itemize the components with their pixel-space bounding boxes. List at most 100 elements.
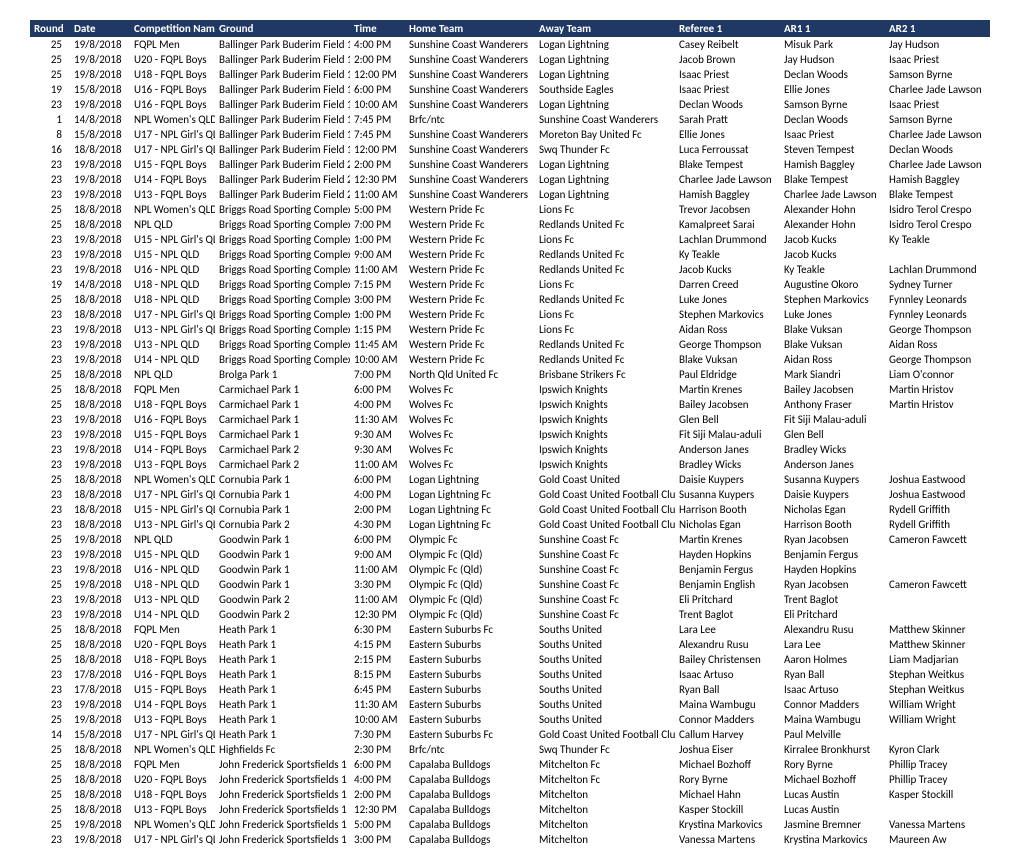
table-cell: Hamish Baggley — [885, 172, 990, 187]
table-cell: Michael Bozhoff — [780, 772, 885, 787]
table-cell: Connor Madders — [675, 712, 780, 727]
table-row: 2518/8/2018U18 - FQPL BoysCarmichael Par… — [30, 397, 990, 412]
table-cell: Krystina Markovics — [780, 832, 885, 847]
table-cell: 4:00 PM — [350, 37, 405, 52]
table-cell: Kasper Stockill — [675, 802, 780, 817]
table-cell: 15/8/2018 — [70, 82, 130, 97]
table-cell: 18/8/2018 — [70, 292, 130, 307]
table-row: 2319/8/2018U15 - FQPL BoysCarmichael Par… — [30, 427, 990, 442]
table-cell: Kasper Stockill — [885, 787, 990, 802]
table-cell: Harrison Booth — [675, 502, 780, 517]
table-cell: 11:00 AM — [350, 592, 405, 607]
table-cell: 25 — [30, 52, 70, 67]
table-cell: Eastern Suburbs — [405, 682, 535, 697]
table-cell: 11:00 AM — [350, 262, 405, 277]
table-cell: FQPL Men — [130, 757, 215, 772]
table-cell: 18/8/2018 — [70, 142, 130, 157]
table-cell: Redlands United Fc — [535, 352, 675, 367]
table-cell: 23 — [30, 412, 70, 427]
table-cell: Aidan Ross — [675, 322, 780, 337]
fixtures-table: Round Date Competition Name Ground Time … — [30, 20, 990, 847]
table-cell: Isaac Artuso — [675, 667, 780, 682]
table-cell: 23 — [30, 352, 70, 367]
table-cell: 19/8/2018 — [70, 322, 130, 337]
table-row: 2518/8/2018U18 - FQPL BoysHeath Park 12:… — [30, 652, 990, 667]
table-cell: 17/8/2018 — [70, 667, 130, 682]
table-cell: Blake Vuksan — [780, 337, 885, 352]
table-cell: Goodwin Park 2 — [215, 607, 350, 622]
table-cell: Ballinger Park Buderim Field 2 — [215, 172, 350, 187]
table-cell: Brisbane Strikers Fc — [535, 367, 675, 382]
table-cell: Casey Reibelt — [675, 37, 780, 52]
table-cell: Charlee Jade Lawson — [885, 82, 990, 97]
table-cell: 19/8/2018 — [70, 412, 130, 427]
table-cell: 16 — [30, 142, 70, 157]
table-cell: Mitchelton — [535, 832, 675, 847]
table-cell: Goodwin Park 1 — [215, 562, 350, 577]
table-cell: Logan Lightning Fc — [405, 502, 535, 517]
table-cell: Cornubia Park 1 — [215, 472, 350, 487]
table-row: 2519/8/2018NPL QLDGoodwin Park 16:00 PMO… — [30, 532, 990, 547]
table-cell: Anderson Janes — [780, 457, 885, 472]
table-cell: 4:00 PM — [350, 487, 405, 502]
table-cell: U17 - NPL Girl's QLD — [130, 127, 215, 142]
table-cell: Briggs Road Sporting Complex 1 — [215, 232, 350, 247]
table-cell: 23 — [30, 502, 70, 517]
table-cell: 19/8/2018 — [70, 97, 130, 112]
table-cell: Sunshine Coast Wanderers — [405, 172, 535, 187]
table-cell: Lucas Austin — [780, 787, 885, 802]
table-cell: U20 - FQPL Boys — [130, 52, 215, 67]
table-row: 2319/8/2018U14 - NPL QLDBriggs Road Spor… — [30, 352, 990, 367]
table-cell: 19/8/2018 — [70, 52, 130, 67]
table-cell: Phillip Tracey — [885, 757, 990, 772]
table-cell: Bradley Wicks — [675, 457, 780, 472]
table-cell: Mitchelton Fc — [535, 772, 675, 787]
table-cell: 6:00 PM — [350, 757, 405, 772]
table-cell: Jacob Kucks — [780, 247, 885, 262]
table-cell: Jay Hudson — [780, 52, 885, 67]
table-cell: Lucas Austin — [780, 802, 885, 817]
table-cell: U17 - NPL Girl's QLD — [130, 727, 215, 742]
table-cell: Declan Woods — [675, 97, 780, 112]
table-cell: Bailey Christensen — [675, 652, 780, 667]
table-cell: Eastern Suburbs Fc — [405, 622, 535, 637]
table-cell: Heath Park 1 — [215, 727, 350, 742]
table-cell: Eli Pritchard — [675, 592, 780, 607]
table-cell: 6:00 PM — [350, 82, 405, 97]
table-cell: 25 — [30, 577, 70, 592]
table-cell: NPL QLD — [130, 367, 215, 382]
table-cell: Bailey Jacobsen — [780, 382, 885, 397]
table-cell: 9:00 AM — [350, 247, 405, 262]
table-cell: Darren Creed — [675, 277, 780, 292]
col-time: Time — [350, 20, 405, 37]
table-cell: Gold Coast United Football Clu — [535, 502, 675, 517]
table-cell: Goodwin Park 2 — [215, 592, 350, 607]
table-cell: Mitchelton — [535, 817, 675, 832]
table-cell: 25 — [30, 622, 70, 637]
table-cell: 6:00 PM — [350, 382, 405, 397]
table-cell: Logan Lightning — [535, 37, 675, 52]
table-cell: 1:15 PM — [350, 322, 405, 337]
table-cell: Stephan Weitkus — [885, 667, 990, 682]
table-cell: Sunshine Coast Wanderers — [405, 97, 535, 112]
table-cell: Liam Madjarian — [885, 652, 990, 667]
table-cell: 23 — [30, 832, 70, 847]
table-cell: Mitchelton — [535, 787, 675, 802]
table-cell: FQPL Men — [130, 37, 215, 52]
table-cell: Redlands United Fc — [535, 262, 675, 277]
table-cell: 18/8/2018 — [70, 802, 130, 817]
table-cell: Logan Lightning — [405, 472, 535, 487]
table-cell: Samson Byrne — [780, 97, 885, 112]
table-cell: U20 - FQPL Boys — [130, 637, 215, 652]
table-cell: U14 - FQPL Boys — [130, 172, 215, 187]
table-cell: Michael Bozhoff — [675, 757, 780, 772]
table-cell: U18 - NPL QLD — [130, 277, 215, 292]
table-cell: 10:00 AM — [350, 352, 405, 367]
table-cell: 9:00 AM — [350, 547, 405, 562]
table-cell: 3:30 PM — [350, 577, 405, 592]
table-cell: Luke Jones — [675, 292, 780, 307]
table-cell: Martin Krenes — [675, 532, 780, 547]
table-cell: 14/8/2018 — [70, 277, 130, 292]
table-cell: 25 — [30, 367, 70, 382]
table-cell: Ballinger Park Buderim Field 2 — [215, 157, 350, 172]
